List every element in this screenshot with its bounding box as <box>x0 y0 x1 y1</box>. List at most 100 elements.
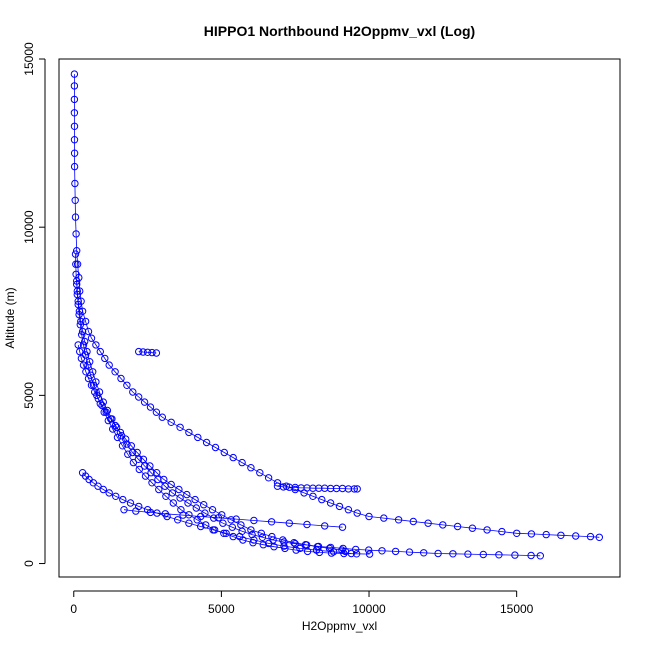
data-point <box>222 529 230 537</box>
data-point <box>123 381 131 389</box>
data-point <box>380 514 388 522</box>
data-point <box>94 482 102 490</box>
y-tick-label: 10000 <box>22 210 36 244</box>
data-point <box>158 413 167 421</box>
data-point <box>70 70 79 78</box>
data-point <box>174 516 182 524</box>
chart-title: HIPPO1 Northbound H2Oppmv_vxl (Log) <box>204 23 475 39</box>
data-point <box>527 551 535 560</box>
data-point <box>135 465 144 474</box>
y-tick-label: 15000 <box>22 42 36 76</box>
data-point <box>479 550 487 559</box>
data-point <box>122 435 130 443</box>
data-point <box>70 95 79 104</box>
data-point <box>285 519 293 527</box>
data-point <box>161 510 170 518</box>
data-point <box>536 552 544 560</box>
data-point <box>228 523 237 531</box>
data-point <box>326 499 335 507</box>
y-axis: 0 5000 10000 15000 <box>22 42 46 567</box>
data-point <box>70 162 79 171</box>
data-point <box>197 512 205 521</box>
data-point <box>185 428 193 437</box>
data-point <box>259 541 267 549</box>
data-point <box>498 527 506 536</box>
data-point <box>79 361 88 369</box>
data-point <box>586 532 595 541</box>
x-tick-label: 15000 <box>500 602 534 616</box>
data-point <box>495 551 503 559</box>
data-point <box>77 317 85 326</box>
data-point <box>152 408 161 416</box>
data-point <box>256 469 264 477</box>
data-point <box>71 196 79 205</box>
data-point <box>152 349 161 357</box>
data-point <box>464 550 472 558</box>
data-point <box>194 433 202 442</box>
data-point <box>220 448 229 457</box>
data-point <box>71 250 80 258</box>
data-point <box>78 331 86 339</box>
data-point <box>74 297 82 305</box>
data-point <box>280 542 288 550</box>
data-point <box>168 489 177 497</box>
data-point <box>179 511 187 519</box>
data-point <box>112 492 120 500</box>
data-point <box>312 546 321 554</box>
data-point <box>236 532 244 541</box>
data-point <box>153 469 161 477</box>
data-point <box>143 348 152 356</box>
data-point <box>327 549 336 557</box>
data-point <box>329 548 338 556</box>
data-point <box>76 347 84 356</box>
data-point <box>511 551 519 559</box>
data-point <box>483 526 491 534</box>
data-point <box>120 506 128 514</box>
data-point <box>112 423 121 431</box>
data-point <box>352 550 361 558</box>
data-point <box>135 347 143 356</box>
data-point <box>162 492 170 500</box>
data-point <box>155 485 163 494</box>
data-point <box>71 213 80 221</box>
data-point <box>420 549 428 557</box>
data-point <box>434 549 442 558</box>
data-point <box>127 442 136 450</box>
data-point <box>572 532 580 540</box>
data-point <box>146 403 155 411</box>
data-point <box>338 546 346 554</box>
x-tick-label: 5000 <box>208 602 235 616</box>
data-point <box>202 438 211 447</box>
data-point <box>73 247 81 255</box>
data-point <box>232 515 240 523</box>
data-point <box>160 475 168 484</box>
data-point <box>87 381 96 389</box>
data-point <box>248 530 256 539</box>
data-point <box>167 418 175 426</box>
data-point <box>258 533 267 541</box>
data-point <box>321 522 329 530</box>
data-point <box>134 455 143 463</box>
data-point <box>96 347 105 356</box>
series-line-1 <box>75 254 370 555</box>
data-point <box>513 529 521 537</box>
data-point <box>91 388 99 396</box>
data-point <box>105 361 113 369</box>
data-point <box>169 499 178 507</box>
data-point <box>117 374 125 383</box>
data-point <box>214 514 223 522</box>
data-point <box>200 501 208 509</box>
data-point <box>296 544 304 553</box>
data-point <box>192 504 201 512</box>
data-point <box>73 287 82 295</box>
data-point <box>139 348 147 356</box>
data-point <box>290 539 298 547</box>
data-point <box>365 550 374 558</box>
data-point <box>301 541 310 549</box>
data-point <box>70 82 79 90</box>
data-point <box>338 523 347 531</box>
data-point <box>405 548 414 556</box>
data-point <box>208 506 217 514</box>
data-point <box>365 512 373 521</box>
data-point <box>184 499 192 507</box>
